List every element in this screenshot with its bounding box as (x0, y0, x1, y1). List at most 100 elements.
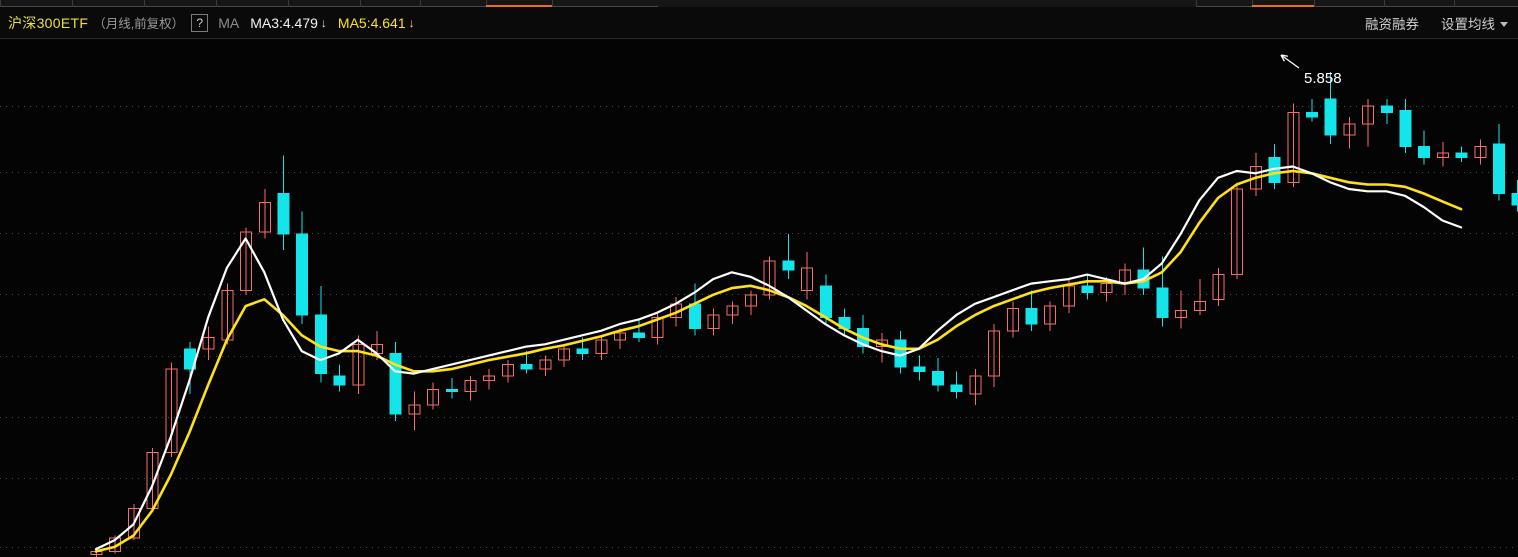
candle (520, 351, 533, 374)
candle (1493, 123, 1505, 201)
candle-body (352, 343, 365, 386)
candle-body (1418, 145, 1431, 159)
candle (894, 330, 907, 374)
candle-body (1100, 283, 1113, 294)
candle (539, 355, 552, 376)
candle-body (1455, 152, 1468, 159)
tab-separator[interactable] (1384, 0, 1385, 7)
candle-body (1343, 123, 1356, 136)
candlestick-chart-area[interactable]: 5.858 (0, 40, 1518, 557)
tab-separator[interactable] (0, 0, 1, 7)
tab-separator[interactable] (1314, 0, 1315, 7)
candle (389, 342, 402, 421)
symbol-name: 沪深300ETF (8, 14, 89, 31)
candle-body (913, 366, 926, 372)
tab-separator[interactable] (1454, 0, 1455, 7)
candle-body (1399, 109, 1412, 147)
tab-separator[interactable] (486, 0, 487, 7)
candle-body (801, 267, 814, 291)
tab-separator[interactable] (552, 0, 553, 7)
candle-body (1156, 287, 1169, 318)
chevron-down-icon (1500, 22, 1508, 28)
ma3-line (94, 165, 1463, 551)
candle-body (595, 339, 608, 354)
candle-body (1044, 305, 1057, 325)
chart-header-bar: 沪深300ETF （月线,前复权） ? MA MA3:4.479 ↓ MA5:4.… (0, 7, 1518, 39)
candle (1249, 153, 1262, 196)
candle-body (969, 375, 982, 395)
active-tab-indicator[interactable] (1252, 5, 1314, 7)
candle (314, 285, 327, 383)
candle (801, 252, 814, 300)
tab-separator[interactable] (420, 0, 421, 7)
window-tab-strip[interactable] (0, 0, 1518, 7)
candle-body (932, 370, 944, 386)
candle (1081, 274, 1094, 300)
candle (595, 335, 608, 361)
candle (1343, 117, 1356, 149)
candle-body (1287, 112, 1300, 183)
candle-body (745, 294, 757, 307)
candle-body (408, 404, 421, 415)
candle-body (165, 368, 178, 453)
active-tab-indicator[interactable] (486, 5, 552, 7)
candle (445, 378, 458, 399)
candle (1193, 279, 1206, 316)
candle (483, 369, 496, 390)
candle (501, 360, 514, 383)
candle (1212, 267, 1225, 307)
candlestick-series (90, 72, 1518, 557)
candle (352, 335, 365, 394)
candle (1455, 146, 1468, 163)
help-icon[interactable]: ? (191, 13, 209, 32)
candle-body (950, 384, 963, 393)
candle-body (614, 332, 627, 341)
candle-body (1474, 145, 1487, 159)
ma5-polyline (94, 169, 1463, 553)
candle-body (202, 337, 215, 350)
candle (745, 290, 757, 316)
candle (1025, 290, 1038, 331)
candle-body (240, 231, 253, 291)
candle (1324, 72, 1337, 145)
candle (1231, 182, 1244, 280)
candle (1156, 256, 1169, 327)
candle (1511, 180, 1518, 212)
candle (1418, 130, 1431, 165)
candle-body (1006, 307, 1019, 332)
candle-body (445, 388, 458, 393)
candle (558, 344, 570, 367)
margin-trading-button[interactable]: 融资融券 (1365, 16, 1419, 32)
tab-separator[interactable] (1252, 0, 1253, 7)
candle-body (1081, 285, 1094, 294)
indicator-tag[interactable]: MA (218, 14, 240, 31)
set-moving-average-button[interactable]: 设置均线 (1441, 13, 1508, 33)
annotation-arrow-shaft (1280, 54, 1300, 69)
candle-body (1249, 166, 1262, 190)
candle-body (296, 233, 309, 316)
candle (296, 211, 309, 325)
tab-separator[interactable] (360, 0, 361, 7)
candle (1362, 99, 1375, 147)
set-moving-average-label: 设置均线 (1441, 16, 1495, 32)
candle-body (483, 375, 496, 381)
candle (1268, 144, 1281, 190)
tab-separator[interactable] (144, 0, 145, 7)
tab-separator[interactable] (1196, 0, 1197, 7)
tab-separator[interactable] (72, 0, 73, 7)
candle (969, 369, 982, 406)
candle (1119, 263, 1131, 295)
candle-body (632, 332, 645, 339)
tab-separator[interactable] (288, 0, 289, 7)
ma3-polyline (94, 165, 1463, 551)
candle (1306, 99, 1318, 122)
ma3-readout[interactable]: MA3:4.479 (250, 14, 318, 31)
candlestick-chart-svg: 5.858 (0, 54, 1518, 557)
candle-body (1175, 310, 1188, 318)
tab-separator[interactable] (216, 0, 217, 7)
peak-annotation: 5.858 (1280, 54, 1342, 87)
candle-body (763, 260, 776, 296)
ma5-readout[interactable]: MA5:4.641 (337, 14, 406, 31)
annotation-arrow-head-a (1280, 54, 1289, 57)
